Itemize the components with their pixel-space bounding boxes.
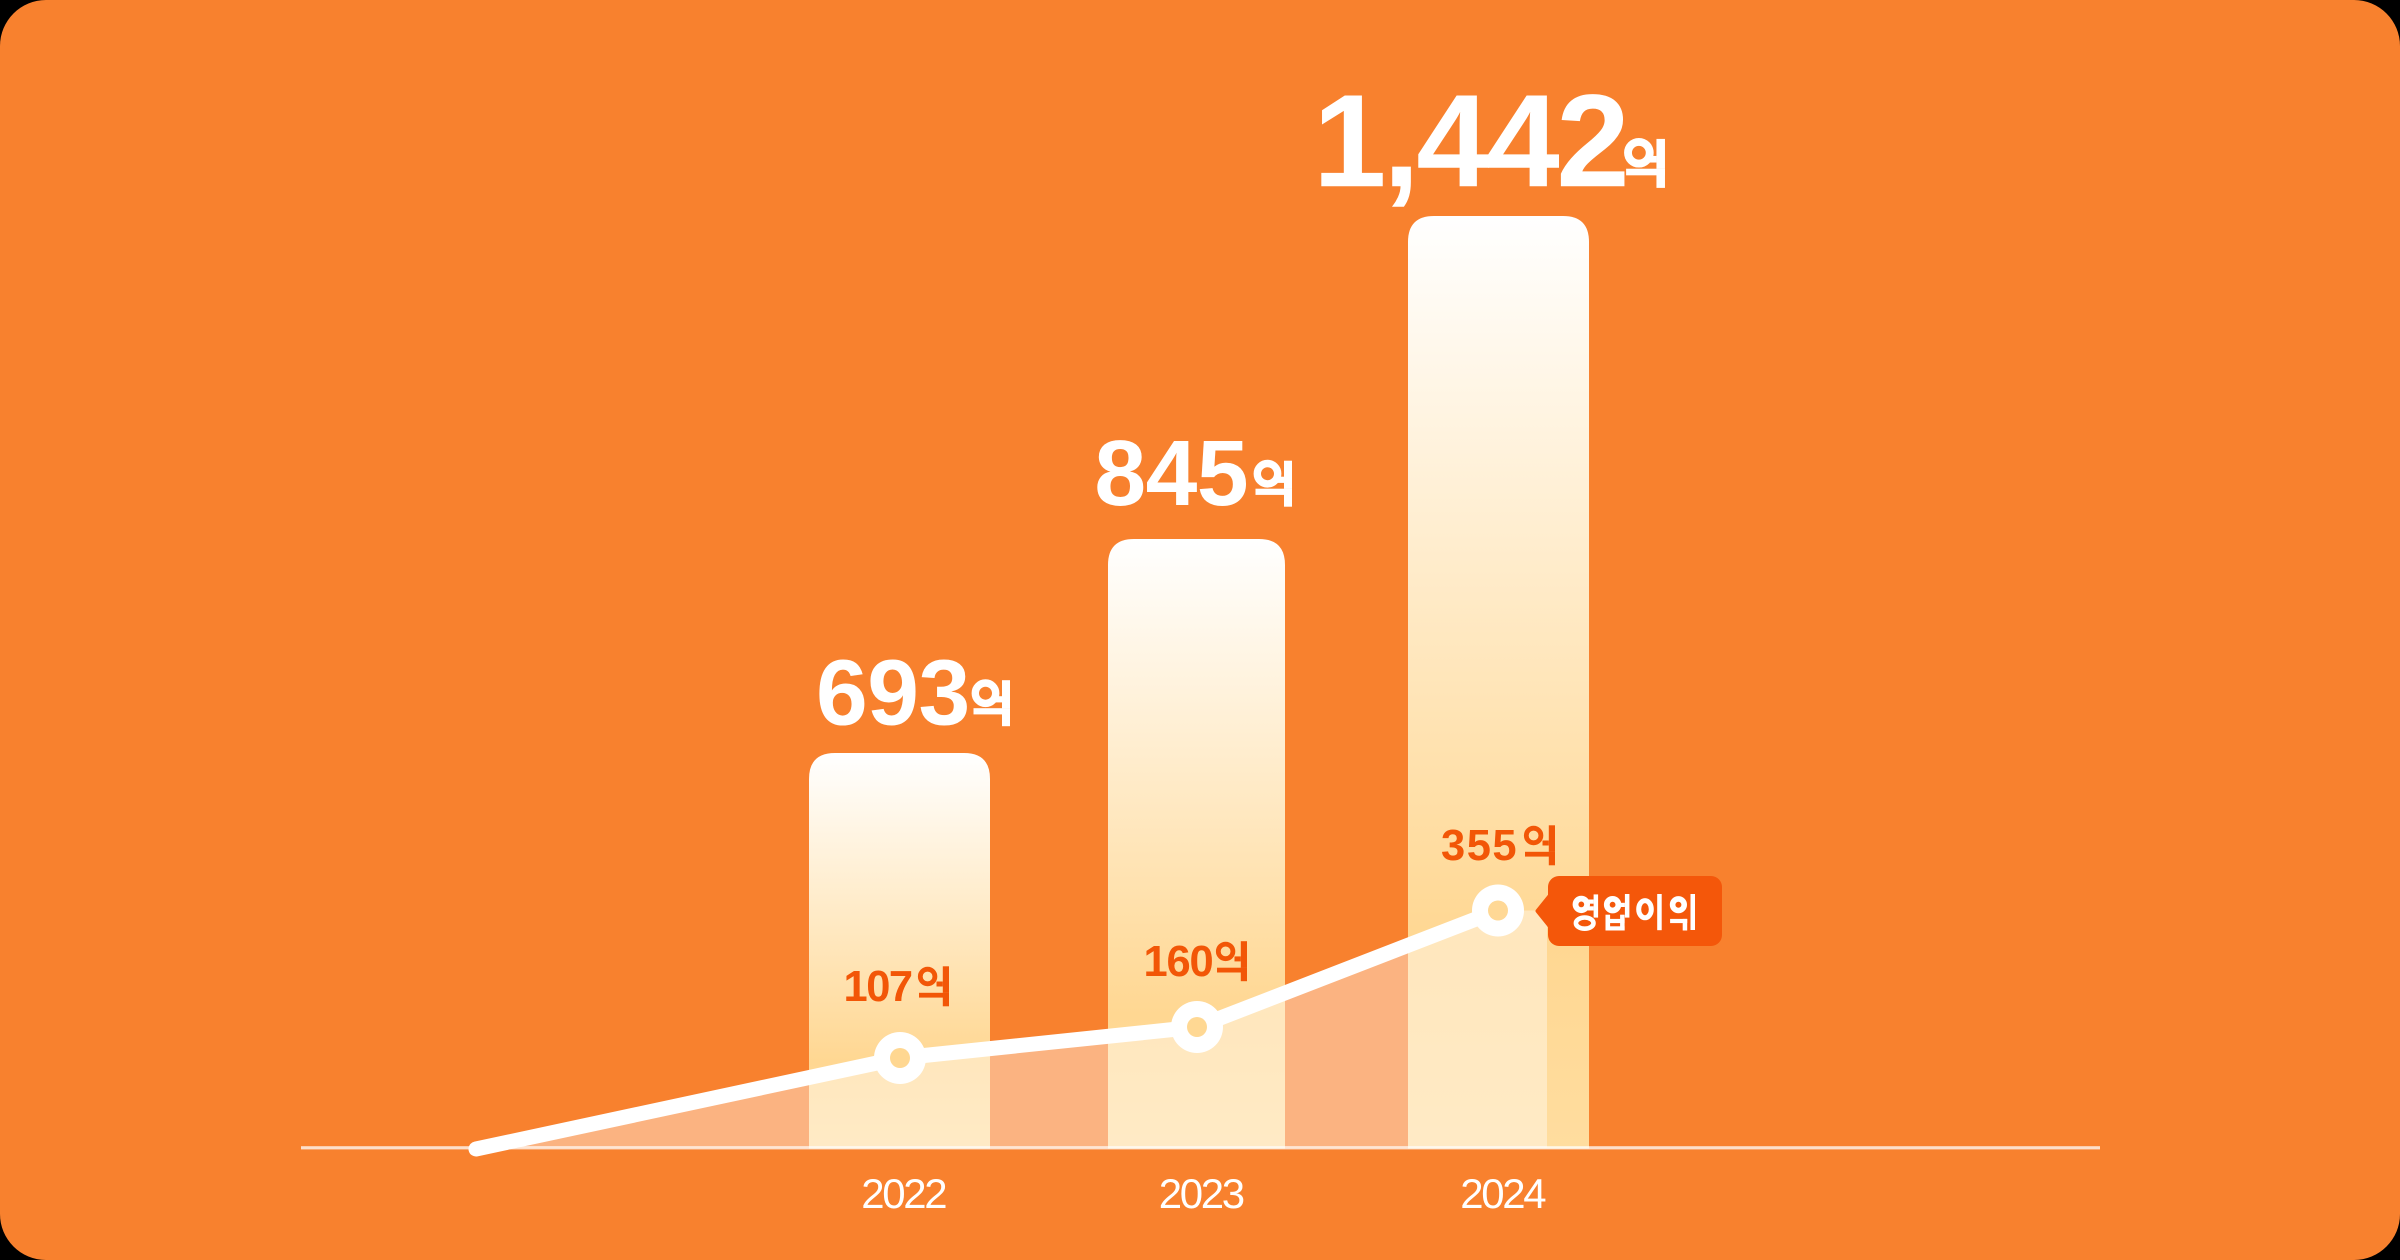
svg-text:1,442: 1,442 xyxy=(1313,67,1626,214)
svg-text:693: 693 xyxy=(816,641,970,745)
svg-text:2022: 2022 xyxy=(861,1170,946,1217)
svg-text:845: 845 xyxy=(1094,421,1248,525)
svg-text:2023: 2023 xyxy=(1159,1170,1244,1217)
svg-text:107: 107 xyxy=(844,963,912,1011)
svg-text:160: 160 xyxy=(1144,938,1213,986)
svg-text:2024: 2024 xyxy=(1460,1170,1546,1217)
svg-text:355: 355 xyxy=(1441,822,1518,870)
